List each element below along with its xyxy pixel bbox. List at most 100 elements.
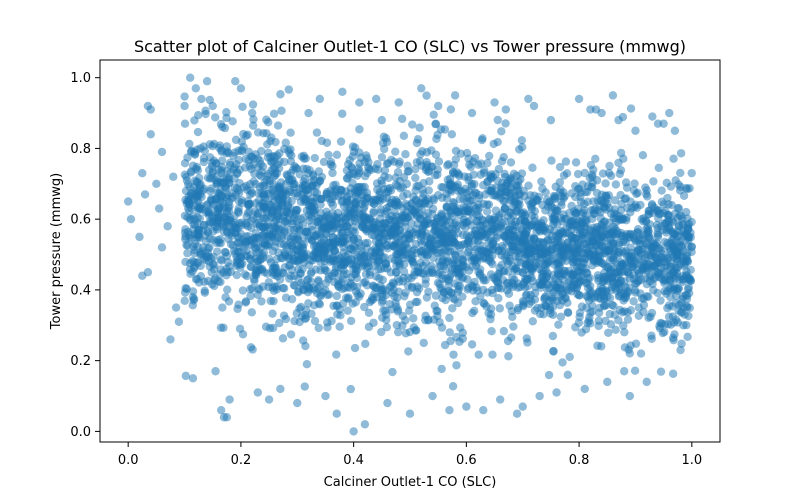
scatter-point	[660, 319, 670, 329]
scatter-point	[577, 253, 586, 263]
scatter-point	[385, 299, 395, 309]
scatter-point	[223, 257, 233, 267]
scatter-point	[352, 214, 361, 223]
scatter-point	[138, 168, 147, 178]
scatter-point	[314, 167, 324, 176]
scatter-point	[607, 239, 616, 248]
scatter-point	[416, 150, 425, 159]
scatter-point	[497, 127, 506, 136]
scatter-point	[190, 248, 199, 258]
scatter-point	[432, 214, 442, 223]
scatter-point	[169, 172, 178, 181]
scatter-point	[496, 223, 505, 232]
scatter-point	[540, 294, 549, 304]
scatter-point	[530, 306, 540, 315]
scatter-point	[536, 238, 545, 247]
scatter-point	[614, 251, 623, 260]
scatter-point	[429, 110, 438, 119]
scatter-point	[469, 286, 478, 295]
scatter-point	[295, 304, 304, 313]
scatter-point	[464, 245, 474, 254]
scatter-point	[400, 260, 409, 269]
scatter-point	[410, 205, 420, 214]
scatter-point	[276, 90, 285, 99]
scatter-point	[683, 332, 692, 342]
scatter-point	[287, 196, 296, 206]
scatter-point	[479, 405, 488, 415]
scatter-point	[614, 158, 623, 167]
scatter-point	[401, 150, 410, 159]
scatter-point	[361, 339, 370, 349]
scatter-point	[483, 248, 492, 257]
scatter-point	[615, 169, 624, 179]
scatter-point	[485, 151, 494, 161]
scatter-point	[450, 247, 459, 256]
scatter-point	[355, 166, 364, 176]
scatter-point	[407, 219, 416, 228]
scatter-point	[371, 249, 381, 258]
scatter-point	[636, 349, 646, 358]
scatter-point	[248, 100, 258, 109]
scatter-point	[185, 139, 194, 149]
scatter-point	[343, 250, 353, 259]
scatter-point	[604, 328, 613, 337]
scatter-point	[543, 236, 552, 245]
scatter-point	[561, 214, 571, 224]
scatter-point	[208, 141, 217, 151]
scatter-point	[670, 126, 680, 135]
scatter-point	[429, 194, 438, 203]
scatter-point	[401, 329, 411, 338]
scatter-point	[493, 115, 502, 125]
scatter-point	[387, 254, 396, 263]
scatter-point	[503, 336, 513, 346]
scatter-point	[403, 189, 412, 199]
scatter-point	[540, 223, 550, 232]
scatter-point	[252, 219, 261, 229]
scatter-point	[183, 248, 192, 258]
scatter-point	[669, 154, 678, 163]
scatter-point	[376, 264, 385, 274]
scatter-point	[487, 327, 496, 336]
scatter-point	[250, 243, 259, 252]
scatter-point	[394, 98, 403, 107]
scatter-point	[428, 391, 437, 401]
scatter-point	[539, 310, 548, 319]
scatter-point	[364, 322, 374, 332]
scatter-point	[617, 267, 626, 277]
scatter-point	[476, 292, 485, 301]
scatter-point	[248, 121, 258, 130]
scatter-point	[676, 149, 686, 158]
scatter-point	[606, 171, 616, 180]
scatter-point	[600, 217, 609, 226]
scatter-point	[412, 248, 421, 258]
scatter-point	[364, 308, 374, 318]
scatter-point	[565, 352, 574, 362]
scatter-point	[420, 211, 429, 221]
scatter-point	[211, 367, 220, 376]
scatter-point	[673, 272, 682, 281]
scatter-point	[476, 265, 485, 274]
scatter-point	[191, 84, 201, 93]
scatter-point	[563, 308, 573, 317]
scatter-point	[432, 230, 441, 239]
scatter-point	[219, 178, 228, 188]
scatter-point	[211, 113, 220, 122]
scatter-point	[494, 294, 503, 303]
scatter-point	[630, 366, 640, 375]
scatter-point	[246, 343, 256, 352]
scatter-point	[475, 271, 485, 280]
scatter-point	[592, 188, 602, 198]
scatter-point	[375, 274, 384, 283]
scatter-point	[207, 184, 216, 193]
scatter-point	[445, 405, 454, 415]
scatter-point	[403, 230, 412, 239]
scatter-point	[399, 267, 409, 276]
scatter-point	[154, 204, 164, 213]
scatter-point	[268, 265, 277, 274]
scatter-point	[157, 147, 167, 157]
scatter-point	[499, 231, 508, 240]
scatter-point	[180, 296, 189, 306]
scatter-point	[181, 257, 190, 267]
scatter-point	[448, 234, 457, 243]
scatter-point	[651, 241, 660, 250]
